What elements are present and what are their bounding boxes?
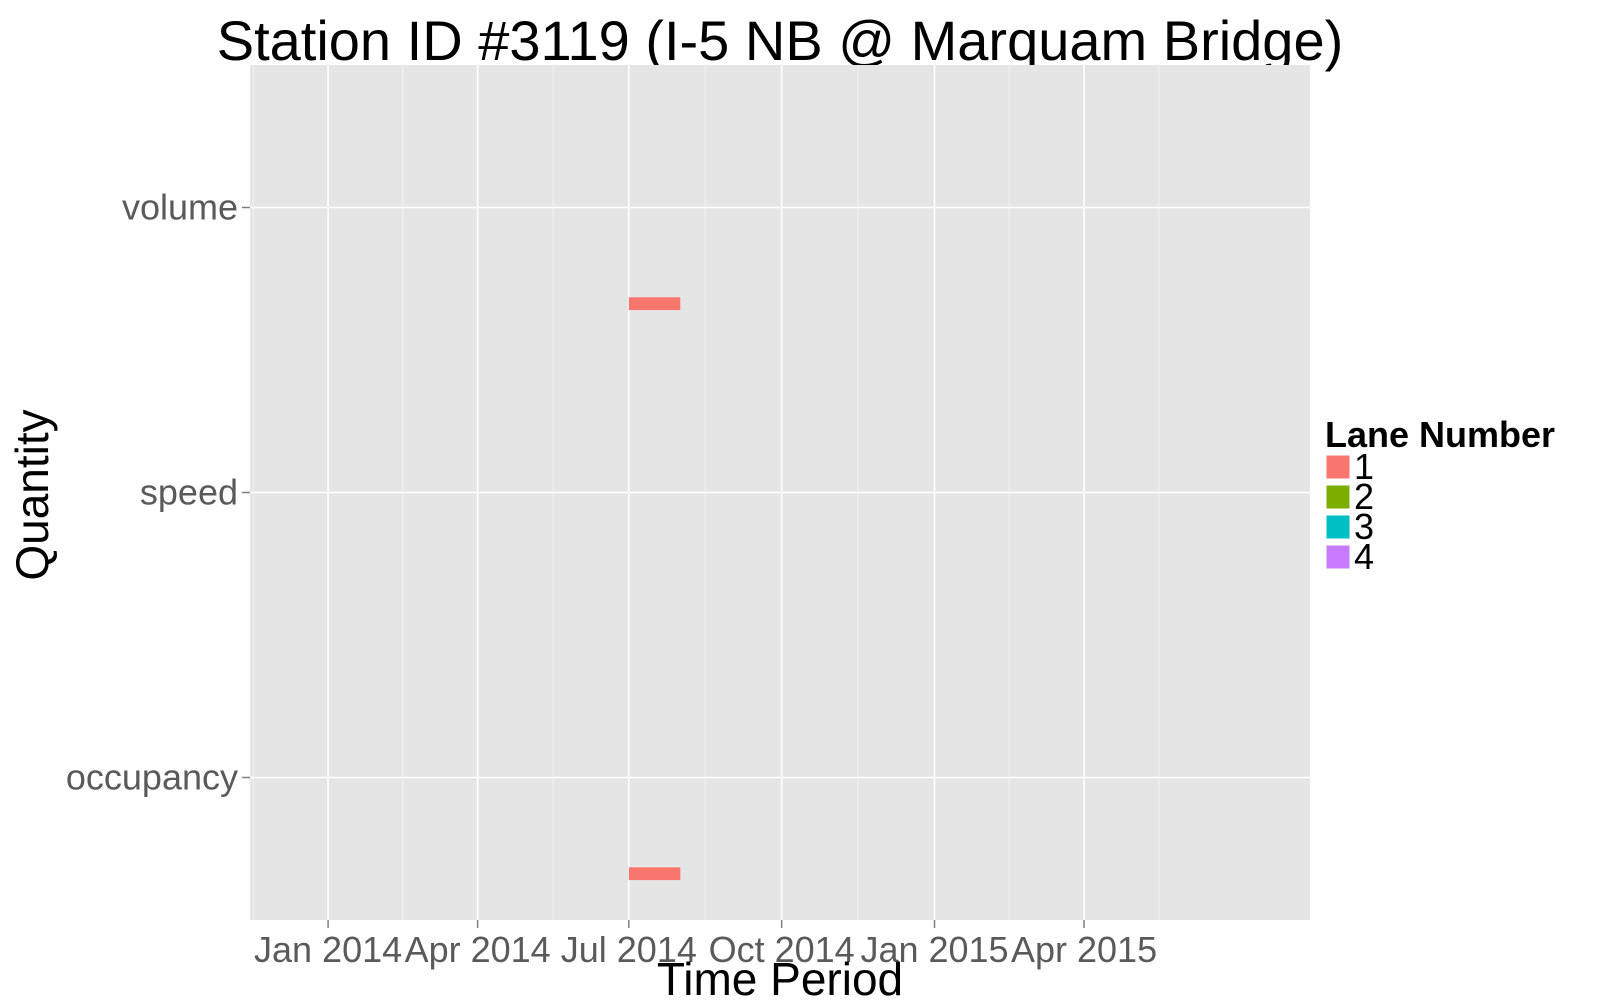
x-tick-label: Oct 2014 — [709, 929, 855, 970]
y-tick-label: occupancy — [66, 757, 238, 798]
x-tick-label: Jan 2014 — [254, 929, 402, 970]
x-tick-label: Apr 2015 — [1011, 929, 1157, 970]
chart-title: Station ID #3119 (I-5 NB @ Marquam Bridg… — [217, 9, 1344, 72]
data-bars — [628, 297, 681, 881]
x-tick-label: Jan 2015 — [860, 929, 1008, 970]
y-tick-label: speed — [140, 472, 238, 513]
legend-label: 1 — [1354, 446, 1374, 487]
x-axis-title: Time Period — [657, 953, 903, 1000]
data-bar — [628, 867, 681, 881]
y-axis-title: Quantity — [6, 409, 58, 580]
legend-label: 4 — [1354, 536, 1374, 577]
legend-swatch — [1325, 484, 1351, 510]
legend-swatch — [1325, 514, 1351, 540]
x-tick-label: Jul 2014 — [561, 929, 697, 970]
data-bar — [628, 297, 681, 311]
legend-title: Lane Number — [1325, 414, 1555, 455]
legend-swatch — [1325, 454, 1351, 480]
legend-label: 3 — [1354, 506, 1374, 547]
y-axis: volume speed occupancy — [66, 187, 250, 798]
legend-label: 2 — [1354, 476, 1374, 517]
x-tick-label: Apr 2014 — [405, 929, 551, 970]
x-axis: Jan 2014 Apr 2014 Jul 2014 Oct 2014 Jan 2015… — [254, 920, 1157, 970]
y-tick-label: volume — [122, 187, 238, 228]
grid-major — [250, 65, 1310, 920]
legend-swatch — [1325, 544, 1351, 570]
